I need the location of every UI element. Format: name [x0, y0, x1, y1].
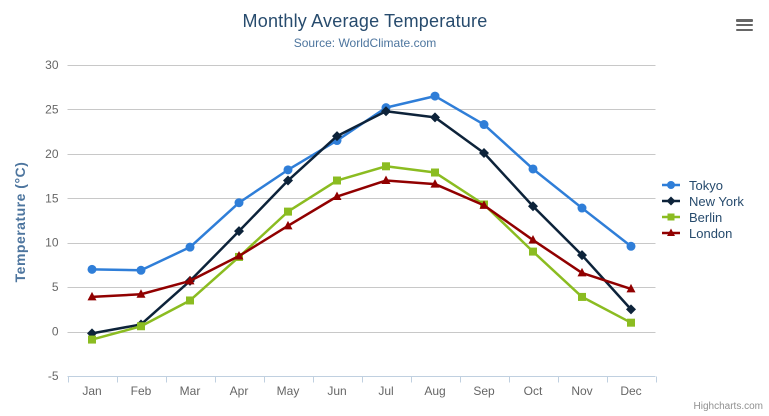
y-axis-title: Temperature (°C): [12, 161, 28, 283]
data-point-new-york[interactable]: [332, 131, 342, 142]
x-axis-label: Dec: [620, 384, 641, 398]
x-axis-label: Oct: [524, 384, 543, 398]
data-point-london[interactable]: [87, 291, 97, 301]
legend-label: New York: [689, 193, 744, 209]
x-axis-label: Jun: [327, 384, 346, 398]
legend: Tokyo New York Berlin London: [661, 177, 744, 241]
x-axis-label: Apr: [230, 384, 249, 398]
data-point-berlin[interactable]: [284, 207, 292, 216]
data-point-berlin[interactable]: [627, 318, 635, 327]
data-point-berlin[interactable]: [186, 296, 194, 305]
data-point-berlin[interactable]: [529, 247, 537, 256]
data-point-london[interactable]: [381, 175, 391, 185]
data-point-london[interactable]: [185, 275, 195, 285]
series-marker-icon: [662, 213, 680, 221]
x-axis-label: Aug: [424, 384, 445, 398]
y-axis-label: 20: [45, 147, 59, 161]
data-point-tokyo[interactable]: [430, 91, 440, 101]
data-point-berlin[interactable]: [333, 176, 341, 185]
data-point-tokyo[interactable]: [577, 203, 587, 213]
data-point-london[interactable]: [136, 289, 146, 298]
y-axis-label: 5: [52, 280, 59, 294]
london-marker-icon: [667, 228, 675, 236]
y-axis-label: 30: [45, 58, 59, 72]
data-point-london[interactable]: [577, 267, 587, 277]
x-axis-label: Sep: [473, 384, 495, 398]
x-axis-label: Feb: [131, 384, 152, 398]
x-axis-label: Mar: [180, 384, 201, 398]
data-point-tokyo[interactable]: [87, 264, 97, 274]
data-point-berlin[interactable]: [431, 168, 439, 177]
data-point-tokyo[interactable]: [528, 164, 538, 174]
chart-title: Monthly Average Temperature: [242, 11, 488, 31]
data-point-tokyo[interactable]: [479, 120, 489, 130]
legend-label: Tokyo: [689, 177, 723, 193]
legend-label: London: [689, 225, 733, 241]
series-line-new-york[interactable]: [90, 109, 633, 335]
data-point-london[interactable]: [283, 220, 293, 230]
series-line-london[interactable]: [90, 179, 633, 299]
new-york-marker-icon: [666, 196, 676, 206]
series-line-berlin[interactable]: [90, 165, 633, 341]
chart-subtitle: Source: WorldClimate.com: [293, 36, 437, 50]
data-point-london[interactable]: [234, 251, 244, 260]
data-point-london[interactable]: [332, 191, 342, 201]
y-axis-label: 10: [45, 236, 59, 250]
legend-item-berlin[interactable]: Berlin: [661, 209, 744, 225]
data-point-new-york[interactable]: [234, 226, 244, 237]
x-axis-label: Jul: [378, 384, 393, 398]
legend-label: Berlin: [689, 209, 723, 225]
data-point-berlin[interactable]: [88, 335, 96, 344]
data-point-london[interactable]: [528, 235, 538, 244]
series-marker-icon: [662, 228, 680, 236]
legend-item-london[interactable]: London: [661, 225, 744, 241]
series-marker-icon: [662, 196, 680, 206]
menu-bar-icon: [736, 19, 753, 22]
legend-item-new-york[interactable]: New York: [661, 193, 744, 209]
data-point-berlin[interactable]: [578, 292, 586, 301]
y-axis-label: -5: [48, 369, 59, 383]
credits-link[interactable]: Highcharts.com: [693, 401, 763, 412]
data-point-new-york[interactable]: [381, 106, 391, 117]
x-axis-label: Nov: [571, 384, 592, 398]
data-point-tokyo[interactable]: [136, 265, 146, 275]
data-point-new-york[interactable]: [479, 147, 489, 158]
data-point-new-york[interactable]: [283, 175, 293, 186]
data-point-new-york[interactable]: [528, 201, 538, 212]
data-point-tokyo[interactable]: [234, 198, 244, 208]
data-point-tokyo[interactable]: [185, 242, 195, 252]
legend-item-tokyo[interactable]: Tokyo: [661, 177, 744, 193]
berlin-marker-icon: [667, 213, 675, 221]
export-menu-button[interactable]: [735, 17, 754, 33]
menu-bar-icon: [736, 28, 753, 31]
data-point-london[interactable]: [479, 200, 489, 209]
data-point-new-york[interactable]: [430, 112, 440, 123]
y-axis-label: 0: [52, 325, 59, 339]
data-point-london[interactable]: [626, 283, 636, 293]
data-point-berlin[interactable]: [382, 162, 390, 171]
data-point-london[interactable]: [430, 179, 440, 188]
series-line-tokyo[interactable]: [90, 94, 633, 272]
x-axis-label: May: [277, 384, 300, 398]
menu-bar-icon: [736, 23, 753, 27]
data-point-tokyo[interactable]: [626, 241, 636, 251]
data-point-tokyo[interactable]: [283, 165, 293, 175]
data-point-new-york[interactable]: [626, 304, 636, 315]
y-axis-label: 15: [45, 191, 59, 205]
x-axis-label: Jan: [82, 384, 101, 398]
data-point-berlin[interactable]: [137, 322, 145, 331]
series-marker-icon: [662, 181, 680, 189]
data-point-new-york[interactable]: [577, 250, 587, 261]
y-axis-label: 25: [45, 102, 59, 116]
tokyo-marker-icon: [667, 181, 675, 189]
